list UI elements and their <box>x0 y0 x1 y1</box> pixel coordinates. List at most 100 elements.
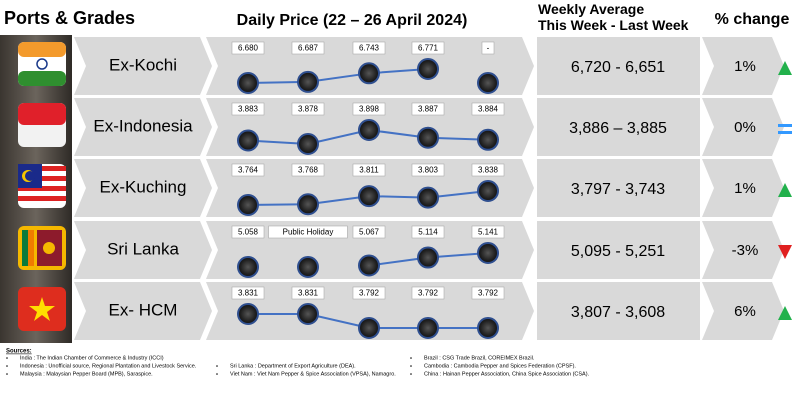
change-band <box>702 221 784 279</box>
bullet <box>410 357 412 359</box>
sources-title: Sources: <box>6 349 32 355</box>
trend-up <box>778 183 792 197</box>
price-dot <box>417 246 439 269</box>
price-dot <box>358 254 380 277</box>
port-band <box>74 37 212 95</box>
change-band <box>702 282 784 340</box>
price-dot <box>237 256 259 278</box>
port-name: Ex-Kuching <box>100 177 187 196</box>
change-band <box>702 159 784 217</box>
price-label: Public Holiday <box>283 228 334 237</box>
price-label-box <box>231 286 265 300</box>
price-label-box <box>411 286 445 300</box>
trend-equal <box>778 131 792 134</box>
weekly-box <box>537 221 700 279</box>
price-label: 6.680 <box>238 44 259 53</box>
price-dot <box>477 242 499 264</box>
weekly-average: 3,807 - 3,608 <box>571 304 665 321</box>
source-item: Viet Nam : Viet Nam Pepper & Spice Assoc… <box>230 371 396 377</box>
price-label-box <box>411 102 445 116</box>
price-label-box <box>291 102 325 116</box>
bullet <box>6 373 8 375</box>
price-label: 3.831 <box>298 289 319 298</box>
price-label-box <box>352 286 386 300</box>
weekly-average: 3,797 - 3,743 <box>571 181 665 198</box>
bullet <box>6 365 8 367</box>
price-label: 3.803 <box>418 166 439 175</box>
bullet <box>410 373 412 375</box>
price-dot <box>237 303 259 325</box>
price-dot <box>477 180 499 202</box>
price-label: 5.114 <box>418 228 438 237</box>
price-label: 3.878 <box>298 105 319 114</box>
source-item: Sri Lanka : Department of Export Agricul… <box>230 363 356 369</box>
port-name: Ex- HCM <box>109 300 178 319</box>
port-band <box>74 159 212 217</box>
price-label-box <box>471 163 505 177</box>
percent-change: 6% <box>734 303 756 320</box>
price-label: 3.792 <box>418 289 439 298</box>
weekly-average: 3,886 – 3,885 <box>569 120 667 137</box>
weekly-average: 6,720 - 6,651 <box>571 59 665 76</box>
price-label: 3.811 <box>359 166 379 175</box>
bullet <box>216 365 218 367</box>
price-dot <box>358 119 380 141</box>
flags <box>18 42 66 331</box>
header-change: % change <box>715 11 790 28</box>
price-label: 5.141 <box>478 228 499 237</box>
price-dot <box>237 129 259 152</box>
header-ports: Ports & Grades <box>4 8 135 28</box>
price-label: 5.067 <box>359 228 380 237</box>
port-band <box>74 282 212 340</box>
price-label-box <box>411 225 445 239</box>
port-name: Ex-Indonesia <box>93 116 193 135</box>
price-label: 5.058 <box>238 228 259 237</box>
price-dot <box>297 133 319 155</box>
price-label-box <box>268 225 348 239</box>
weekly-box <box>537 282 700 340</box>
header-daily: Daily Price (22 – 26 April 2024) <box>237 12 468 29</box>
percent-change: 1% <box>734 180 756 197</box>
price-label: - <box>487 44 490 53</box>
price-dot-missing <box>297 256 319 278</box>
price-label-box <box>352 225 386 239</box>
bullet <box>216 373 218 375</box>
price-band <box>206 282 534 340</box>
price-dot <box>477 317 499 339</box>
price-line <box>247 68 429 84</box>
trend-up <box>778 61 792 75</box>
trend-down <box>778 245 792 259</box>
price-label: 3.764 <box>238 166 259 175</box>
price-label: 6.687 <box>298 44 319 53</box>
price-label-box <box>231 102 265 116</box>
price-label: 3.792 <box>478 289 499 298</box>
price-dot <box>417 58 439 80</box>
price-dot <box>297 303 319 325</box>
price-label-box <box>231 41 265 55</box>
price-label-box <box>411 41 445 55</box>
price-dot <box>237 194 259 216</box>
price-label-box <box>352 102 386 116</box>
percent-change: 0% <box>734 119 756 136</box>
price-label: 3.887 <box>418 105 439 114</box>
price-dot <box>417 317 439 339</box>
source-item: Malaysia : Malaysian Pepper Board (MPB),… <box>20 371 153 377</box>
trend-up <box>778 306 792 320</box>
price-dot <box>358 185 380 208</box>
bullet <box>6 357 8 359</box>
price-label-box <box>352 163 386 177</box>
price-label-box <box>291 163 325 177</box>
price-dot <box>237 72 259 94</box>
price-label-box <box>231 163 265 177</box>
weekly-average: 5,095 - 5,251 <box>571 243 665 260</box>
weekly-box <box>537 98 700 156</box>
port-name: Sri Lanka <box>107 239 179 258</box>
price-dot <box>417 126 439 149</box>
price-label: 3.768 <box>298 166 319 175</box>
price-label-box <box>471 102 505 116</box>
source-item: India : The Indian Chamber of Commerce &… <box>20 355 164 361</box>
price-dot <box>297 193 319 216</box>
price-dot <box>477 128 499 151</box>
price-dot <box>358 62 380 85</box>
